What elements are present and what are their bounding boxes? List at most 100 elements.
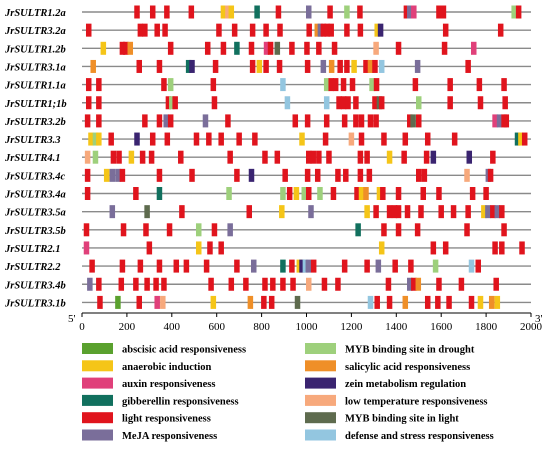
gene-label: JrSULTR3.2a xyxy=(4,26,66,37)
cis-element-light xyxy=(435,295,441,309)
cis-element-light xyxy=(373,205,379,219)
cis-element-myb-drought xyxy=(511,5,517,19)
gene-row: JrSULTR2.1 xyxy=(4,241,531,255)
cis-element-meja xyxy=(407,5,413,19)
cis-element-light xyxy=(304,168,311,182)
gene-label: JrSULTR3.2b xyxy=(4,117,66,128)
gene-label: JrSULTR1.2a xyxy=(4,8,66,19)
cis-element-light xyxy=(139,150,146,164)
cis-element-light xyxy=(225,114,231,128)
legend-entry: MYB binding site in light xyxy=(305,412,459,425)
cis-element-light xyxy=(207,241,213,255)
cis-element-light xyxy=(372,59,378,73)
gene-label: JrSULTR4.1 xyxy=(4,153,61,164)
cis-element-light xyxy=(402,132,409,146)
cis-element-light xyxy=(137,259,144,273)
cis-element-light xyxy=(96,277,102,291)
cis-element-light xyxy=(220,41,227,55)
cis-element-light xyxy=(357,150,364,164)
cis-element-anaerobic xyxy=(228,5,235,19)
cis-element-salicylic xyxy=(363,187,369,200)
cis-element-light xyxy=(411,277,417,291)
cis-element-light xyxy=(310,150,316,164)
cis-element-light xyxy=(289,41,295,55)
cis-element-auxin xyxy=(492,114,498,128)
cis-element-light xyxy=(280,277,286,291)
cis-element-meja xyxy=(115,168,121,182)
cis-element-myb-drought xyxy=(92,150,99,164)
cis-element-light xyxy=(275,5,282,19)
cis-element-light xyxy=(499,205,505,219)
cis-element-light xyxy=(442,23,449,37)
cis-element-light xyxy=(123,41,129,55)
cis-element-light xyxy=(282,168,288,182)
cis-element-meja xyxy=(375,259,382,273)
legend-swatch xyxy=(305,412,336,424)
cis-element-meja xyxy=(202,114,209,128)
cis-element-light xyxy=(189,168,195,182)
cis-element-light xyxy=(493,277,499,291)
cis-element-light xyxy=(424,132,431,146)
cis-element-light xyxy=(119,259,126,273)
gene-label: JrSULTR3.1b xyxy=(4,298,66,309)
cis-element-light xyxy=(468,295,475,309)
legend-entry: abscisic acid responsiveness xyxy=(82,343,246,356)
cis-element-light xyxy=(211,223,218,237)
gene-label: JrSULTR3.5a xyxy=(4,208,66,219)
cis-element-light xyxy=(465,59,471,73)
cis-element-light xyxy=(211,96,218,110)
cis-element-light xyxy=(381,223,387,237)
gene-label: JrSULTR1.2b xyxy=(4,44,66,55)
cis-element-anaerobic xyxy=(220,5,227,19)
cis-element-anaerobic xyxy=(481,205,487,219)
legend-entry: salicylic acid responsiveness xyxy=(305,360,470,373)
cis-element-meja xyxy=(317,23,324,37)
cis-element-light xyxy=(292,114,299,128)
gene-row: JrSULTR3.5b xyxy=(4,223,531,237)
cis-element-light xyxy=(492,241,498,255)
cis-element-light xyxy=(305,187,312,200)
cis-element-light xyxy=(404,205,411,219)
tick-label: 1400 xyxy=(385,321,408,333)
gene-row: JrSULTR1.2b xyxy=(4,41,531,55)
cis-element-light xyxy=(358,132,365,146)
cis-element-gibberellin xyxy=(280,259,286,273)
cis-element-light xyxy=(246,205,253,219)
cis-element-gibberellin xyxy=(355,223,361,237)
cis-element-salicylic xyxy=(488,295,495,309)
cis-element-light xyxy=(85,78,92,92)
cis-element-light xyxy=(349,78,356,92)
cis-element-meja xyxy=(305,259,312,273)
cis-element-light xyxy=(144,277,150,291)
cis-element-light xyxy=(341,114,348,128)
cis-element-light xyxy=(416,114,422,128)
cis-element-light xyxy=(85,96,92,110)
legend-entry: anaerobic induction xyxy=(82,360,212,373)
cis-element-light xyxy=(218,132,224,146)
cis-element-light xyxy=(188,5,195,19)
cis-element-defense xyxy=(284,96,291,110)
cis-element-light xyxy=(164,132,171,146)
cis-element-light xyxy=(436,5,442,19)
cis-element-light xyxy=(156,259,163,273)
cis-element-light xyxy=(89,259,95,273)
cis-element-anaerobic xyxy=(100,41,107,55)
cis-element-light xyxy=(234,259,240,273)
cis-element-low-temp xyxy=(348,132,355,146)
cis-element-light xyxy=(276,59,283,73)
gene-label: JrSULTR3.4b xyxy=(4,280,66,291)
cis-element-light xyxy=(96,78,102,92)
cis-element-meja xyxy=(496,114,503,128)
cis-element-light xyxy=(204,41,211,55)
cis-element-light xyxy=(324,23,330,37)
cis-element-light xyxy=(487,168,494,182)
cis-element-light xyxy=(374,295,380,309)
cis-element-zein xyxy=(377,23,384,37)
three-prime-label: 3' xyxy=(535,313,543,325)
cis-element-auxin xyxy=(411,5,417,19)
cis-element-auxin xyxy=(154,295,160,309)
gene-row: JrSULTR3.2b xyxy=(4,114,531,128)
cis-element-light xyxy=(515,5,522,19)
cis-element-light xyxy=(218,241,224,255)
cis-element-light xyxy=(373,78,380,92)
